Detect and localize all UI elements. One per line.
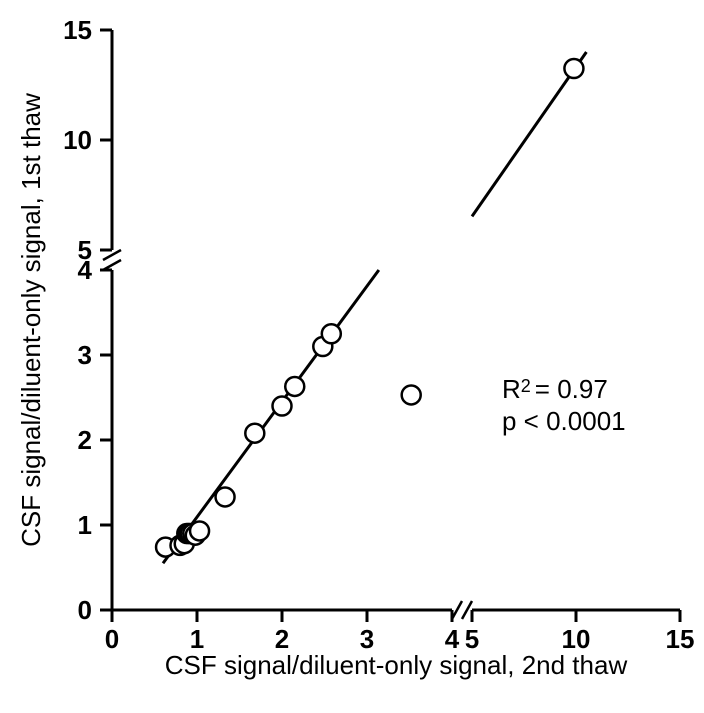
chart-svg: 01234510150123451015CSF signal/diluent-o… [0,0,704,713]
y-tick-label: 3 [78,340,92,370]
stats-r2: R2= 0.97 [502,374,608,404]
y-tick-label: 15 [63,15,92,45]
scatter-chart: 01234510150123451015CSF signal/diluent-o… [0,0,704,713]
y-tick-label: 2 [78,425,92,455]
data-point [245,424,264,443]
data-point [273,397,292,416]
x-tick-label: 0 [105,624,119,654]
data-point [216,487,235,506]
y-tick-label: 5 [78,235,92,265]
x-tick-label: 15 [666,624,695,654]
y-tick-label: 1 [78,510,92,540]
x-axis-label: CSF signal/diluent-only signal, 2nd thaw [165,650,628,680]
regression-line [163,270,379,563]
data-point [285,377,304,396]
data-point [322,324,341,343]
y-axis-label: CSF signal/diluent-only signal, 1st thaw [16,93,46,547]
stats-p: p < 0.0001 [502,406,626,436]
y-tick-label: 10 [63,125,92,155]
data-point [402,385,421,404]
data-point [190,521,209,540]
data-point [564,59,583,78]
y-tick-label: 0 [78,595,92,625]
